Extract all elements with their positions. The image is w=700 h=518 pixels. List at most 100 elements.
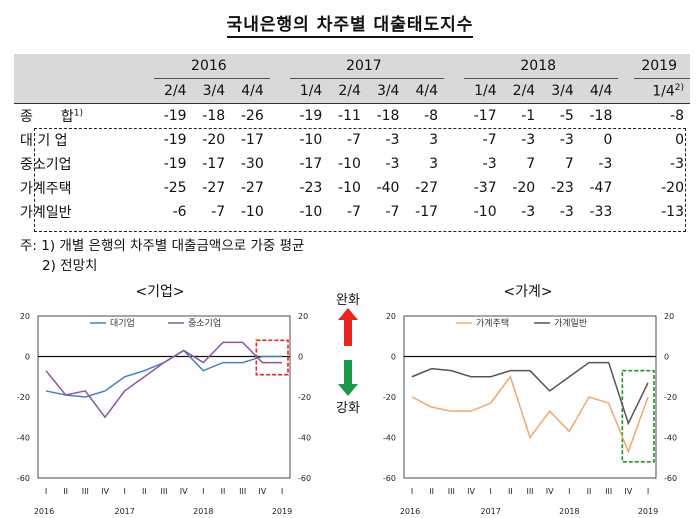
up-arrow-icon [338,308,358,346]
chart-title: <가계> [503,284,552,300]
year-header-cell: 2019 [634,54,690,79]
x-tick-label: III [82,487,89,496]
value-cell: -13 [661,204,684,220]
value-cell: -20 [661,180,684,196]
x-tick-label: I [45,487,47,496]
footnote-1: 주: 1) 개별 은행의 차주별 대출금액으로 가중 평균 [20,238,305,254]
legend-label: 가계일반 [554,317,587,329]
y-tick-right: 20 [664,312,674,321]
y-tick-left: -20 [17,393,30,402]
value-cell: -3 [385,156,400,172]
value-cell: 7 [526,156,536,172]
value-cell: -19 [299,108,323,124]
year-header-cell: 2016 [154,54,270,79]
value-cell: -20 [202,132,226,148]
value-cell: -10 [299,204,323,220]
cell [14,78,142,104]
tighten-label: 강화 [336,401,360,416]
value-cell: -3 [559,204,574,220]
value-cell: -11 [338,108,361,124]
year-label: 2017 [480,507,500,516]
x-tick-label: II [508,487,513,496]
page-title: 국내은행의 차주별 대출태도지수 [0,10,700,38]
quarter-header-cell: 3/4 [366,78,406,104]
quarter-header-cell: 4/4 [231,78,270,104]
quarter-header-cell: 4/4 [405,78,445,104]
value-cell: 7 [564,156,574,172]
x-tick-label: I [568,487,570,496]
year-label: 2018 [559,507,579,516]
series-line-0 [45,349,282,398]
x-tick-label: IV [467,487,475,496]
value-cell: 3 [429,132,439,148]
value-cell: -3 [385,132,400,148]
value-cell: -6 [172,204,187,220]
value-cell: -23 [550,180,574,196]
x-tick-label: II [142,487,147,496]
y-tick-right: -40 [664,434,677,443]
x-tick-label: II [587,487,592,496]
x-tick-label: III [239,487,246,496]
value-cell: -27 [415,180,439,196]
x-tick-label: I [411,487,413,496]
value-cell: -10 [240,204,264,220]
value-cell: -17 [240,132,264,148]
quarter-header-cell: 1/42) [634,78,690,104]
y-tick-left: 0 [391,353,396,362]
x-tick-label: IV [624,487,632,496]
forecast-highlight-box [621,369,655,463]
quarter-header-cell: 2/4 [502,78,542,104]
x-tick-label: III [526,487,533,496]
value-cell: 0 [603,132,613,148]
y-tick-right: 0 [664,353,669,362]
quarter-header-cell: 3/4 [541,78,580,104]
value-cell: -8 [670,108,684,124]
x-tick-label: II [429,487,434,496]
y-tick-left: 0 [25,353,30,362]
year-label: 2018 [193,507,213,516]
value-cell: -20 [512,180,536,196]
value-cell: -17 [415,204,439,220]
value-cell: -10 [473,204,497,220]
plot-frame [37,315,291,479]
value-cell: -10 [299,132,323,148]
value-cell: -7 [385,204,400,220]
x-tick-label: I [281,487,283,496]
x-tick-label: III [160,487,167,496]
quarter-header-row: 2/4 3/4 4/4 1/4 2/4 3/4 4/4 1/4 2/4 3/4 4/4 1/42) [14,78,690,104]
year-label: 2016 [400,507,420,516]
row-label: 대 기 업 [20,133,68,149]
cell [618,78,635,104]
x-tick-label: I [202,487,204,496]
y-tick-right: -20 [298,393,311,402]
y-tick-right: -60 [664,474,677,483]
row-label: 가계주택 [20,181,72,197]
value-cell: -27 [240,180,264,196]
year-header-cell: 2018 [464,54,619,79]
quarter-header-cell: 1/4 [289,78,329,104]
y-tick-right: -20 [664,393,677,402]
detail-rows-dashed-box [34,128,686,232]
value-cell: -3 [482,156,497,172]
row-label: 종 합1) [20,108,84,125]
cell [444,78,465,104]
quarter-header-cell: 2/4 [154,78,193,104]
quarter-header-cell: 3/4 [192,78,232,104]
value-cell: -19 [163,108,187,124]
value-cell: -10 [338,180,361,196]
value-cell: -3 [521,204,536,220]
y-tick-left: 20 [20,312,30,321]
y-tick-left: -40 [383,434,396,443]
value-cell: -5 [559,108,574,124]
value-cell: -25 [163,180,187,196]
quarter-header-cell: 4/4 [579,78,619,104]
quarter-header-cell: 2/4 [328,78,367,104]
y-tick-right: -60 [298,474,311,483]
value-cell: -30 [240,156,264,172]
value-cell: -3 [559,132,574,148]
table-row: 중소기업 -19 -17 -30 -17 -10 -3 3 -3 7 7 -3 -3 [14,152,690,176]
table-row: 가계주택 -25 -27 -27 -23 -10 -40 -27 -37 -20 -23 -47 -20 [14,176,690,200]
value-cell: -27 [202,180,226,196]
ease-label: 완화 [336,293,360,308]
